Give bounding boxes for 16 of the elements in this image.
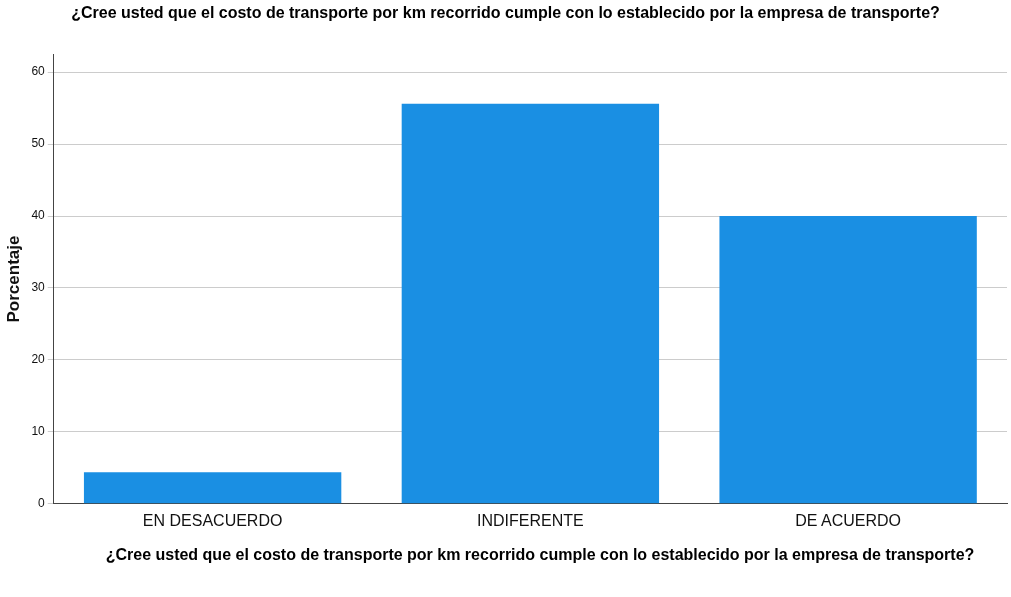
y-tick-label: 40 <box>31 208 46 223</box>
x-tick-label: INDIFERENTE <box>477 511 584 529</box>
y-tick-label: 60 <box>31 64 46 79</box>
bar <box>401 103 660 504</box>
y-tick-label: 20 <box>31 352 46 367</box>
x-tick-label: DE ACUERDO <box>795 511 902 529</box>
y-tick-label: 10 <box>31 424 46 439</box>
y-tick-label: 0 <box>38 496 46 511</box>
bar <box>719 216 977 504</box>
chart-title: ¿Cree usted que el costo de transporte por km recorrido cumple con lo establecido por la empresa de transporte? <box>70 4 941 22</box>
x-axis-title: ¿Cree usted que el costo de transporte por km recorrido cumple con lo establecido por la empresa de transporte? <box>104 546 976 564</box>
y-tick-label: 50 <box>31 136 46 151</box>
y-axis-title: Porcentaje <box>3 235 23 323</box>
x-tick-label: EN DESACUERDO <box>142 511 283 529</box>
y-tick-label: 30 <box>31 280 46 295</box>
bar <box>83 472 342 504</box>
